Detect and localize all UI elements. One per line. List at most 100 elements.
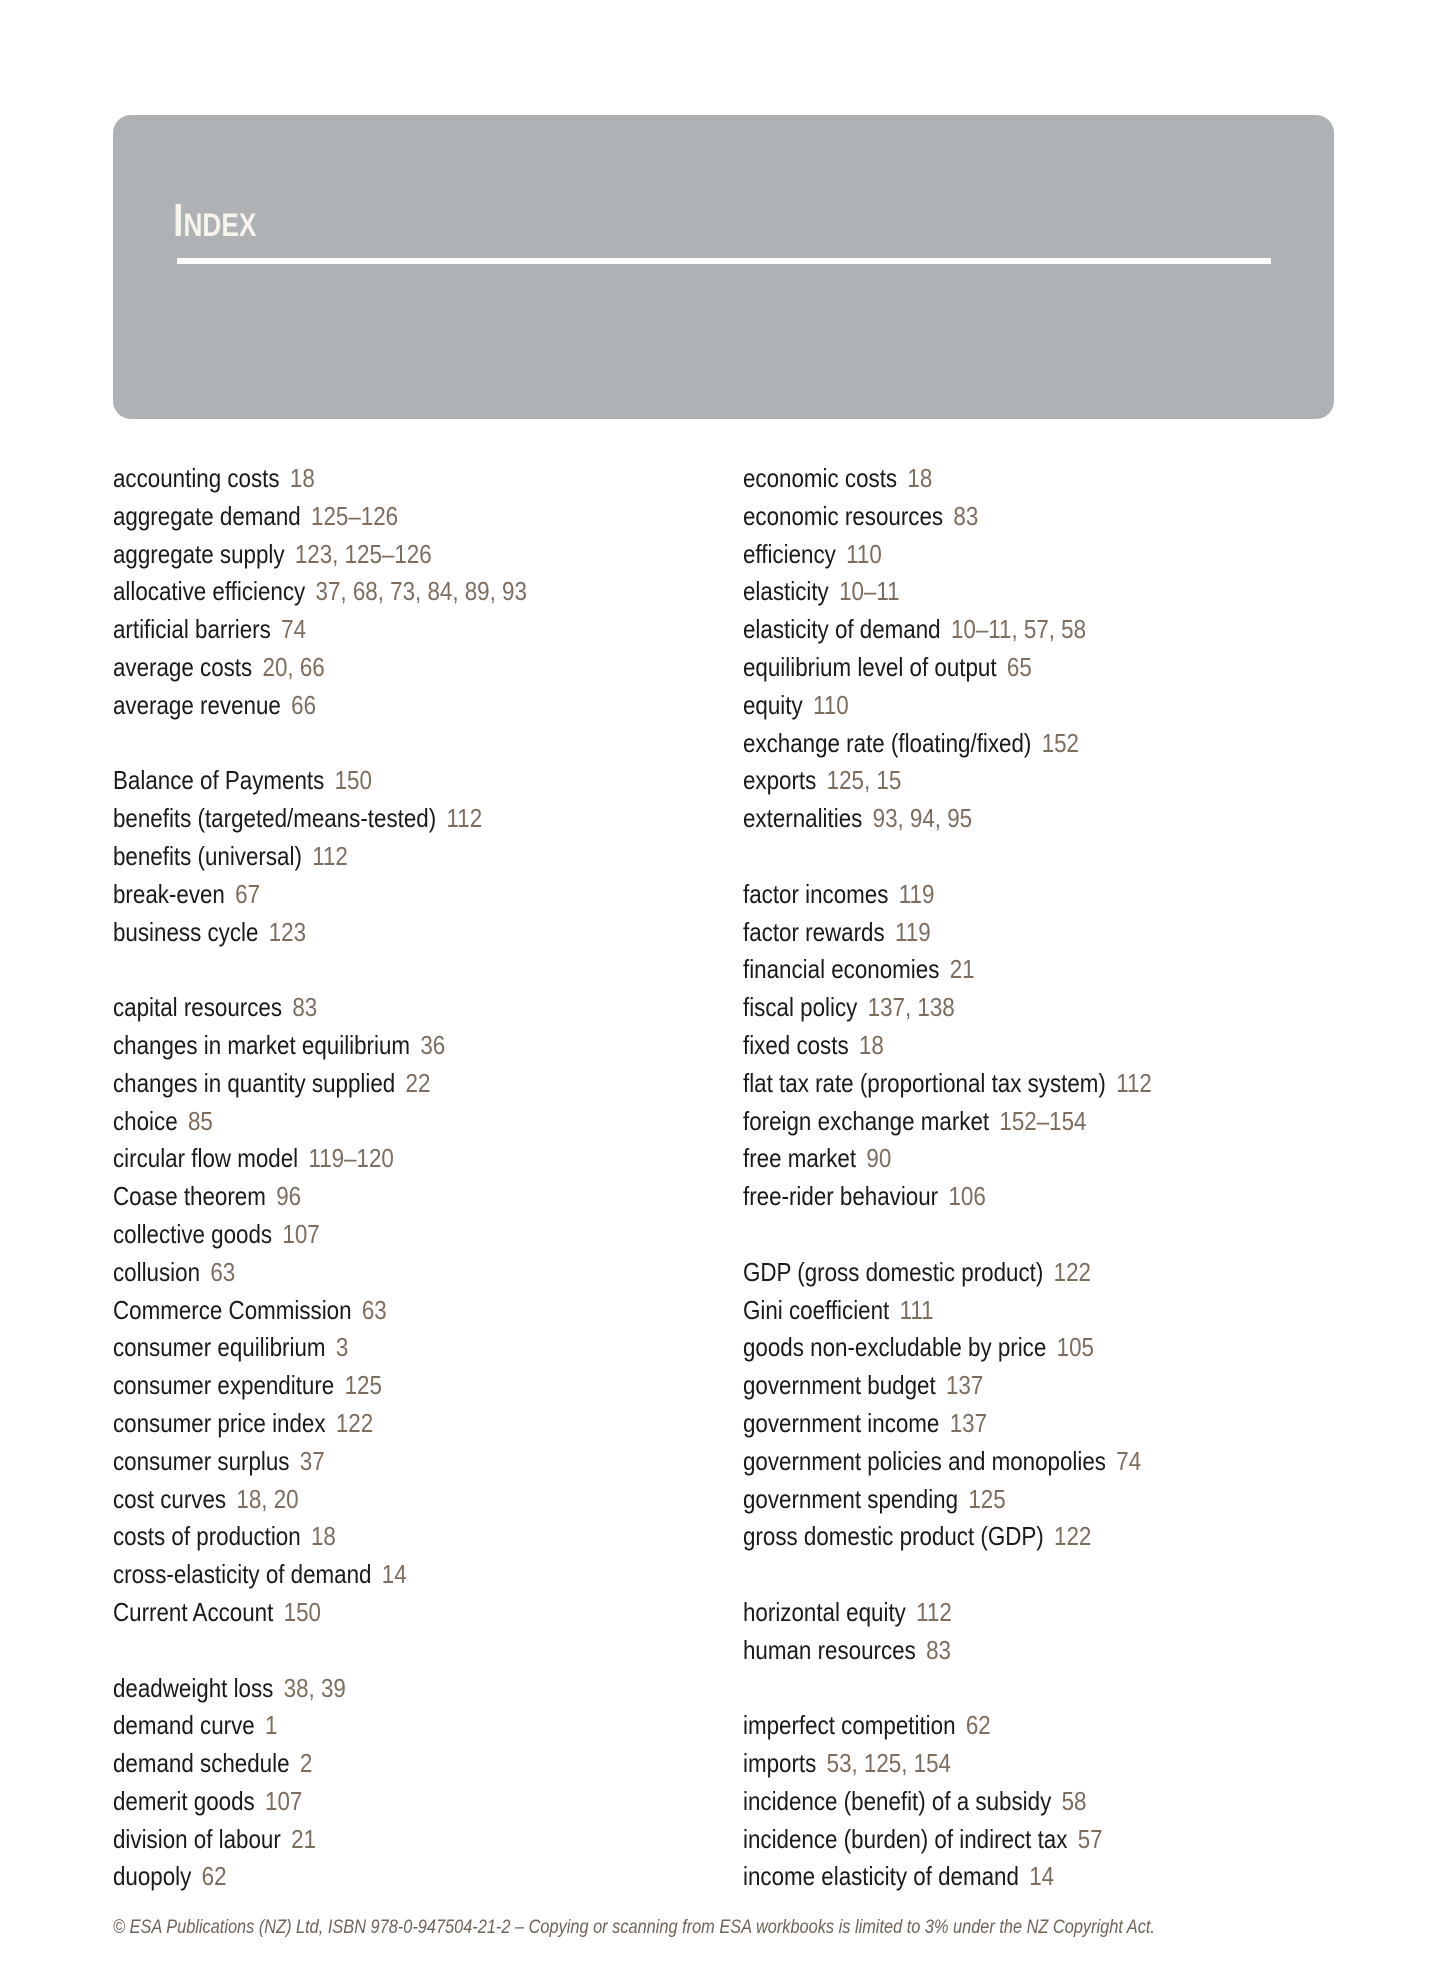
index-term: Gini coefficient (743, 1294, 890, 1325)
index-page-numbers: 65 (1006, 651, 1032, 682)
index-page-numbers: 125–126 (311, 500, 399, 531)
index-entry: changes in quantity supplied 22 (113, 1065, 646, 1103)
index-page-numbers: 105 (1056, 1332, 1094, 1363)
index-page-numbers: 119 (894, 916, 931, 947)
index-entry: benefits (targeted/means-tested) 112 (113, 800, 646, 838)
index-term: demerit goods (113, 1785, 255, 1816)
index-entry: human resources 83 (743, 1632, 1276, 1670)
index-page-numbers: 62 (965, 1710, 991, 1741)
index-entry: consumer price index 122 (113, 1405, 646, 1443)
index-entry: Gini coefficient 111 (743, 1292, 1276, 1330)
index-term: benefits (targeted/means-tested) (113, 803, 437, 834)
index-entry: costs of production 18 (113, 1518, 646, 1556)
index-entry: equilibrium level of output 65 (743, 649, 1276, 687)
index-page-numbers: 85 (187, 1105, 213, 1136)
copyright-footer: © ESA Publications (NZ) Ltd, ISBN 978-0-… (113, 1917, 1155, 1938)
index-term: human resources (743, 1634, 916, 1665)
index-entry: gross domestic product (GDP) 122 (743, 1518, 1276, 1556)
index-term: foreign exchange market (743, 1105, 990, 1136)
index-entry: deadweight loss 38, 39 (113, 1670, 646, 1708)
index-entry: horizontal equity 112 (743, 1594, 1276, 1632)
index-page-numbers: 152 (1041, 727, 1080, 758)
index-page-numbers: 63 (361, 1294, 387, 1325)
index-entry: elasticity 10–11 (743, 573, 1276, 611)
index-term: externalities (743, 803, 863, 834)
index-term: allocative efficiency (113, 576, 306, 607)
index-page-numbers: 21 (949, 954, 975, 985)
index-entry: aggregate supply 123, 125–126 (113, 536, 646, 574)
index-page-numbers: 119 (898, 878, 935, 909)
index-page-numbers: 150 (334, 765, 372, 796)
index-page-numbers: 58 (1061, 1785, 1087, 1816)
index-term: incidence (benefit) of a subsidy (743, 1785, 1052, 1816)
page-title: Index (173, 194, 257, 246)
index-entry: Coase theorem 96 (113, 1178, 646, 1216)
index-term: financial economies (743, 954, 940, 985)
index-entry: capital resources 83 (113, 989, 646, 1027)
index-term: equity (743, 689, 803, 720)
index-page-numbers: 125 (968, 1483, 1006, 1514)
index-term: efficiency (743, 538, 836, 569)
index-entry: factor incomes 119 (743, 876, 1276, 914)
index-term: fiscal policy (743, 992, 858, 1023)
index-entry: demand schedule 2 (113, 1745, 646, 1783)
index-page-numbers: 83 (292, 992, 318, 1023)
index-page-numbers: 90 (866, 1143, 892, 1174)
index-page-numbers: 137 (946, 1370, 984, 1401)
index-page-numbers: 122 (335, 1407, 374, 1438)
index-term: incidence (burden) of indirect tax (743, 1823, 1068, 1854)
index-page-numbers: 20, 66 (262, 651, 325, 682)
index-term: duopoly (113, 1861, 192, 1892)
index-term: changes in quantity supplied (113, 1067, 396, 1098)
index-page-numbers: 125, 15 (826, 765, 902, 796)
index-term: cross-elasticity of demand (113, 1559, 372, 1590)
index-page-numbers: 74 (1116, 1445, 1142, 1476)
index-entry: incidence (burden) of indirect tax 57 (743, 1821, 1276, 1859)
index-entry: income elasticity of demand 14 (743, 1858, 1276, 1896)
index-page-numbers: 106 (948, 1181, 986, 1212)
index-entry: equity 110 (743, 687, 1276, 725)
index-entry: economic costs 18 (743, 460, 1276, 498)
index-term: economic costs (743, 463, 898, 493)
index-entry: elasticity of demand 10–11, 57, 58 (743, 611, 1276, 649)
index-entry: collective goods 107 (113, 1216, 646, 1254)
index-entry: choice 85 (113, 1103, 646, 1141)
index-page-numbers: 63 (210, 1256, 236, 1287)
index-entry: accounting costs 18 (113, 460, 646, 498)
index-page-numbers: 93, 94, 95 (872, 803, 973, 834)
index-term: imports (743, 1748, 817, 1779)
index-term: goods non-excludable by price (743, 1332, 1047, 1363)
index-term: government budget (743, 1370, 936, 1401)
index-entry: factor rewards 119 (743, 914, 1276, 952)
index-entry: externalities 93, 94, 95 (743, 800, 1276, 838)
index-term: gross domestic product (GDP) (743, 1521, 1044, 1552)
index-page-numbers: 14 (381, 1559, 407, 1590)
index-page-numbers: 119–120 (308, 1143, 394, 1174)
index-letter-group: accounting costs 18 aggregate demand 125–12… (113, 460, 733, 725)
index-entry: allocative efficiency 37, 68, 73, 84, 89,… (113, 573, 646, 611)
index-entry: artificial barriers 74 (113, 611, 646, 649)
index-term: break-even (113, 878, 225, 909)
index-entry: fixed costs 18 (743, 1027, 1276, 1065)
title-divider (177, 258, 1271, 264)
index-letter-group: economic costs 18 economic resources 83 effi… (743, 460, 1363, 838)
index-term: exchange rate (floating/fixed) (743, 727, 1032, 758)
index-term: consumer price index (113, 1407, 326, 1438)
index-term: flat tax rate (proportional tax system) (743, 1067, 1106, 1098)
index-page-numbers: 112 (446, 803, 483, 834)
index-entry: benefits (universal) 112 (113, 838, 646, 876)
index-page-numbers: 112 (916, 1596, 952, 1627)
index-entry: duopoly 62 (113, 1858, 646, 1896)
index-term: division of labour (113, 1823, 281, 1854)
index-page-numbers: 57 (1077, 1823, 1103, 1854)
index-term: consumer surplus (113, 1445, 290, 1476)
index-term: imperfect competition (743, 1710, 956, 1741)
index-entry: foreign exchange market 152–154 (743, 1103, 1276, 1141)
index-term: aggregate demand (113, 500, 301, 531)
index-page-numbers: 122 (1054, 1521, 1092, 1552)
index-entry: cross-elasticity of demand 14 (113, 1556, 646, 1594)
index-page-numbers: 14 (1029, 1861, 1055, 1892)
index-term: income elasticity of demand (743, 1861, 1019, 1892)
index-entry: Balance of Payments 150 (113, 762, 646, 800)
index-page-numbers: 107 (265, 1785, 303, 1816)
